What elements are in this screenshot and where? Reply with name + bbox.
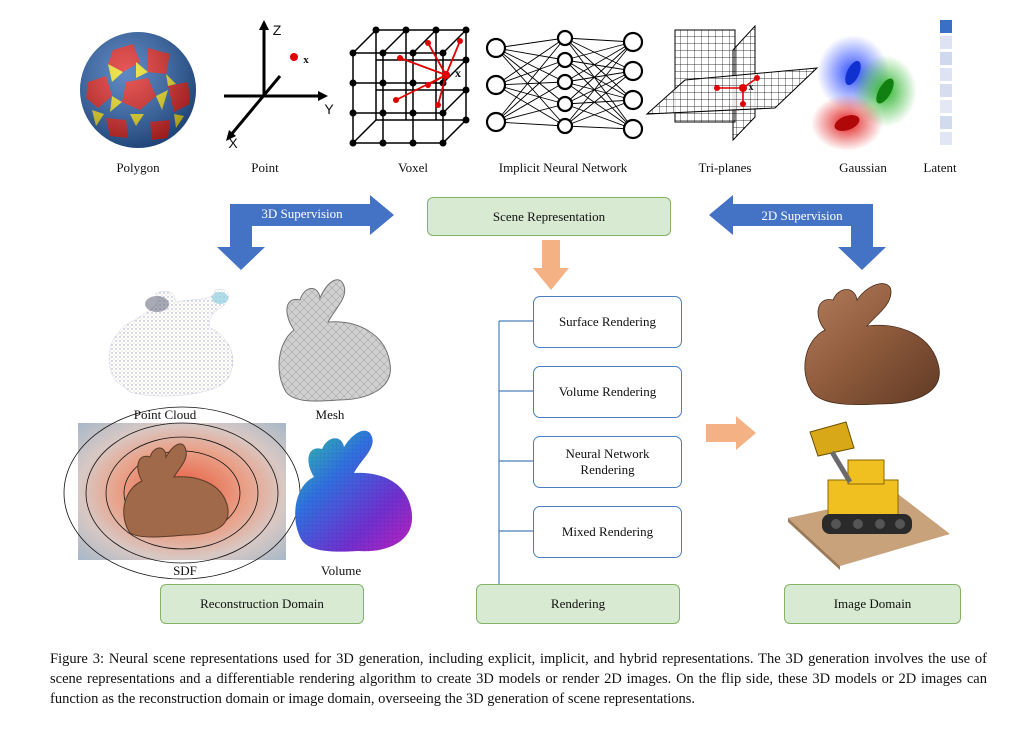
triplanes-image — [645, 24, 819, 142]
point-label: Point — [251, 160, 279, 175]
mesh-label: Mesh — [315, 407, 345, 422]
supervision-2d-arrow — [709, 195, 886, 270]
axis-z-label: Z — [272, 22, 282, 38]
gaussian-image — [811, 35, 917, 151]
axis-x-label: X — [228, 135, 238, 151]
rendering-to-image-arrow — [706, 416, 756, 450]
neural-network-rendering-box: Neural Network Rendering — [533, 436, 682, 488]
point-x-label: x — [303, 54, 309, 66]
volume-label: Volume — [320, 563, 362, 578]
supervision-2d-label: 2D Supervision — [761, 208, 843, 223]
implicit-label: Implicit Neural Network — [498, 160, 628, 175]
mixed-rendering-box: Mixed Rendering — [533, 506, 682, 558]
neural-network-rendering-label: Neural Network Rendering — [565, 446, 650, 477]
mesh-bunny-image — [278, 279, 391, 402]
rendering-box: Rendering — [476, 584, 680, 624]
gaussian-label: Gaussian — [839, 160, 887, 175]
neural-network-image — [485, 29, 644, 140]
sdf-bunny-image — [63, 406, 301, 580]
volume-rendering-box: Volume Rendering — [533, 366, 682, 418]
rendering-bracket — [498, 320, 535, 586]
lego-bulldozer-image — [788, 421, 950, 570]
textured-bunny-image — [804, 283, 940, 406]
volume-bunny-image — [295, 430, 413, 552]
scene-to-rendering-arrow — [533, 240, 569, 290]
polygon-sphere-image — [80, 32, 196, 148]
supervision-3d-label: 3D Supervision — [261, 206, 343, 221]
supervision-3d-arrow — [217, 195, 394, 270]
reconstruction-domain-box: Reconstruction Domain — [160, 584, 364, 624]
voxel-label: Voxel — [397, 160, 429, 175]
sdf-label: SDF — [173, 563, 197, 578]
image-domain-box: Image Domain — [784, 584, 961, 624]
axis-y-label: Y — [324, 101, 334, 117]
latent-label: Latent — [923, 160, 957, 175]
latent-vector-image — [940, 20, 952, 145]
figure-caption: Figure 3: Neural scene representations u… — [50, 651, 987, 707]
voxel-x-label: x — [455, 66, 461, 80]
point-axes-image — [224, 20, 328, 141]
voxel-grid-image — [349, 26, 470, 147]
scene-representation-box: Scene Representation — [427, 197, 671, 236]
triplanes-label: Tri-planes — [698, 160, 752, 175]
triplane-x-label: x — [748, 82, 754, 93]
point-cloud-bunny-image — [108, 288, 234, 397]
surface-rendering-box: Surface Rendering — [533, 296, 682, 348]
polygon-label: Polygon — [116, 160, 160, 175]
